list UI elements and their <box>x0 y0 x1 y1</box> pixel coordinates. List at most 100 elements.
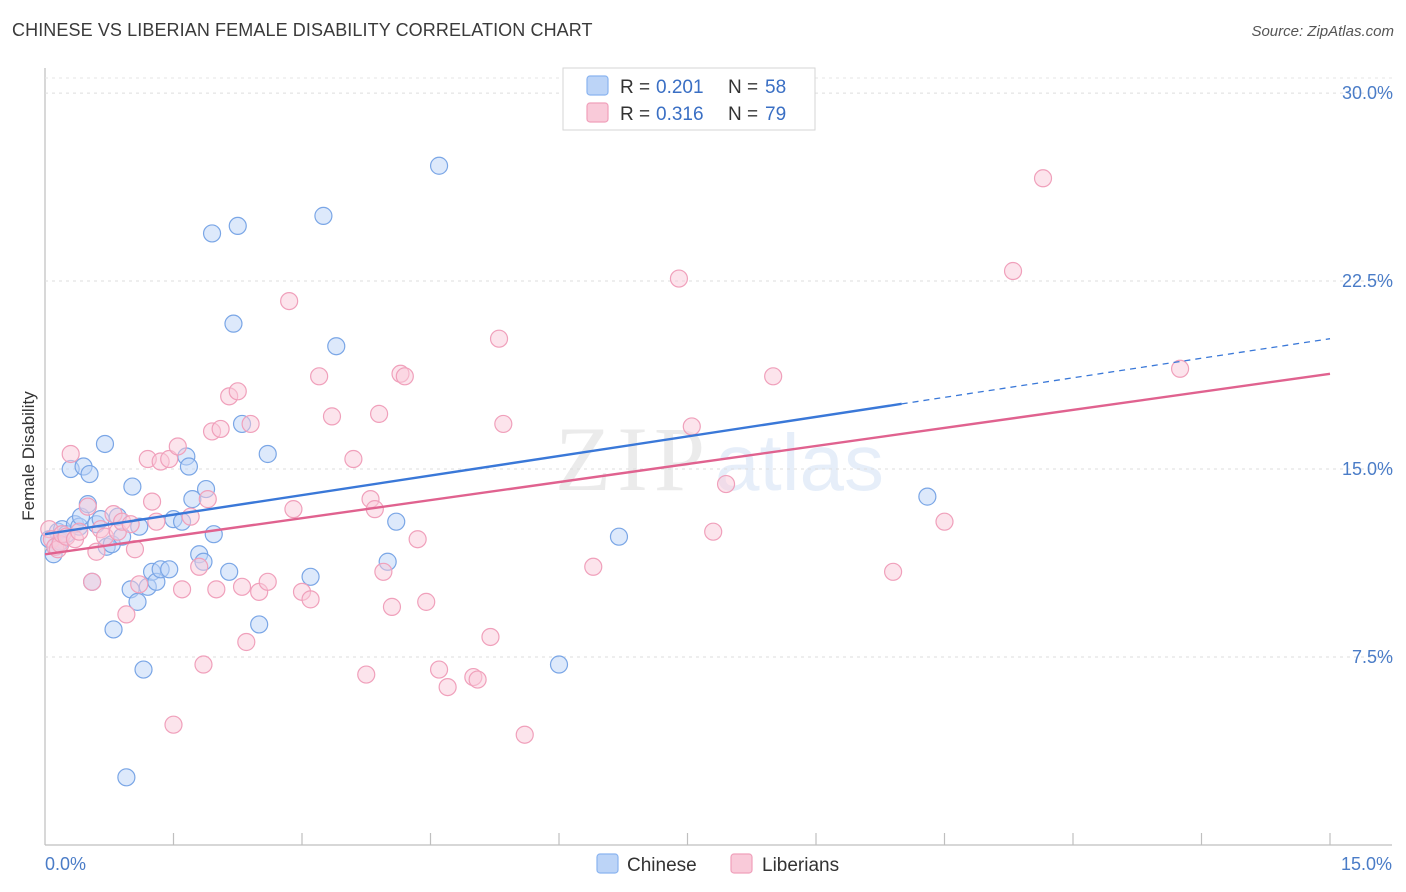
data-point <box>327 337 346 356</box>
data-point <box>1003 261 1023 281</box>
data-point <box>280 292 299 311</box>
data-point <box>301 590 320 609</box>
legend-n-label-liberians: N = <box>728 104 758 125</box>
legend-n-value-chinese: 58 <box>765 77 786 98</box>
legend-swatch-liberians <box>586 102 609 123</box>
trend-line-chinese <box>44 402 902 536</box>
data-point <box>211 419 230 439</box>
x-tick-label-max: 15.0% <box>1341 854 1392 874</box>
trend-lines <box>44 338 1331 556</box>
data-point <box>481 627 500 647</box>
series-liberians <box>40 169 1190 744</box>
data-point <box>202 224 222 243</box>
data-point <box>429 156 449 175</box>
data-point <box>117 605 136 624</box>
data-point <box>117 768 136 787</box>
legend-r-value-chinese: 0.201 <box>656 77 704 98</box>
data-point <box>104 620 123 639</box>
data-point <box>609 527 629 546</box>
data-point <box>164 715 183 734</box>
data-point <box>172 580 192 599</box>
data-point <box>395 367 414 386</box>
chart-title: CHINESE VS LIBERIAN FEMALE DISABILITY CO… <box>12 20 593 40</box>
data-point <box>417 592 436 611</box>
data-point <box>61 444 80 464</box>
data-point <box>344 449 363 469</box>
data-point <box>160 449 179 469</box>
data-point <box>179 457 199 476</box>
data-point <box>123 477 142 496</box>
legend-n-value-liberians: 79 <box>765 104 786 125</box>
bottom-legend-swatch-chinese <box>596 853 619 874</box>
data-point <box>198 490 217 509</box>
data-point <box>190 557 209 576</box>
y-tick-label: 7.5% <box>1352 647 1393 667</box>
legend-r-label-liberians: R = <box>620 104 650 125</box>
bottom-legend-label-chinese: Chinese <box>627 855 697 876</box>
data-point <box>241 414 260 434</box>
data-point <box>194 655 213 674</box>
legend: R = 0.201 N = 58 R = 0.316 N = 79 <box>562 67 816 131</box>
data-point <box>1033 169 1053 188</box>
data-point <box>883 562 903 581</box>
data-point <box>284 500 303 519</box>
data-point <box>716 474 736 494</box>
data-point <box>669 269 689 288</box>
data-point <box>207 580 226 599</box>
data-point <box>489 329 509 348</box>
data-point <box>121 515 140 534</box>
y-tick-label: 30.0% <box>1342 83 1393 103</box>
data-point <box>160 560 179 579</box>
data-point <box>1170 359 1190 378</box>
data-point <box>374 562 393 581</box>
data-point <box>429 660 449 679</box>
data-point <box>357 665 376 684</box>
data-point <box>237 632 256 652</box>
data-point <box>918 487 937 506</box>
data-point <box>220 562 239 581</box>
bottom-legend-label-liberians: Liberians <box>762 855 839 876</box>
x-axis-ticks <box>172 833 1331 845</box>
y-axis-label: Female Disability <box>19 391 38 521</box>
data-point <box>134 660 153 679</box>
data-point <box>232 577 252 596</box>
y-tick-label: 15.0% <box>1342 459 1393 479</box>
gridlines <box>45 77 1392 658</box>
data-point <box>95 434 115 454</box>
watermark: ZIP atlas <box>555 408 884 510</box>
data-point <box>935 512 954 531</box>
data-point <box>258 444 277 464</box>
data-point <box>314 206 333 225</box>
data-point <box>142 492 162 511</box>
scatter-points <box>40 156 1190 787</box>
data-point <box>387 512 406 531</box>
data-point <box>764 367 783 386</box>
data-point <box>258 572 277 591</box>
data-point <box>168 437 187 456</box>
legend-swatch-chinese <box>586 75 609 96</box>
watermark-atlas: atlas <box>715 418 884 507</box>
data-point <box>682 417 701 436</box>
data-point <box>83 572 102 591</box>
y-tick-label: 22.5% <box>1342 271 1393 291</box>
data-point <box>310 367 329 386</box>
data-point <box>78 497 97 516</box>
data-point <box>408 530 427 549</box>
bottom-legend: Chinese Liberians <box>596 853 839 876</box>
data-point <box>301 567 320 586</box>
data-point <box>70 522 89 541</box>
x-tick-label-min: 0.0% <box>45 854 86 874</box>
data-point <box>224 314 243 333</box>
data-point <box>515 725 534 744</box>
data-point <box>228 216 247 236</box>
data-point <box>130 575 149 594</box>
data-point <box>370 404 389 423</box>
data-point <box>704 522 723 541</box>
data-point <box>204 525 223 544</box>
trend-line-liberians <box>44 372 1331 556</box>
data-point <box>438 677 457 697</box>
data-point <box>322 407 342 426</box>
source-label: Source: ZipAtlas.com <box>1251 23 1394 40</box>
data-point <box>549 655 569 674</box>
